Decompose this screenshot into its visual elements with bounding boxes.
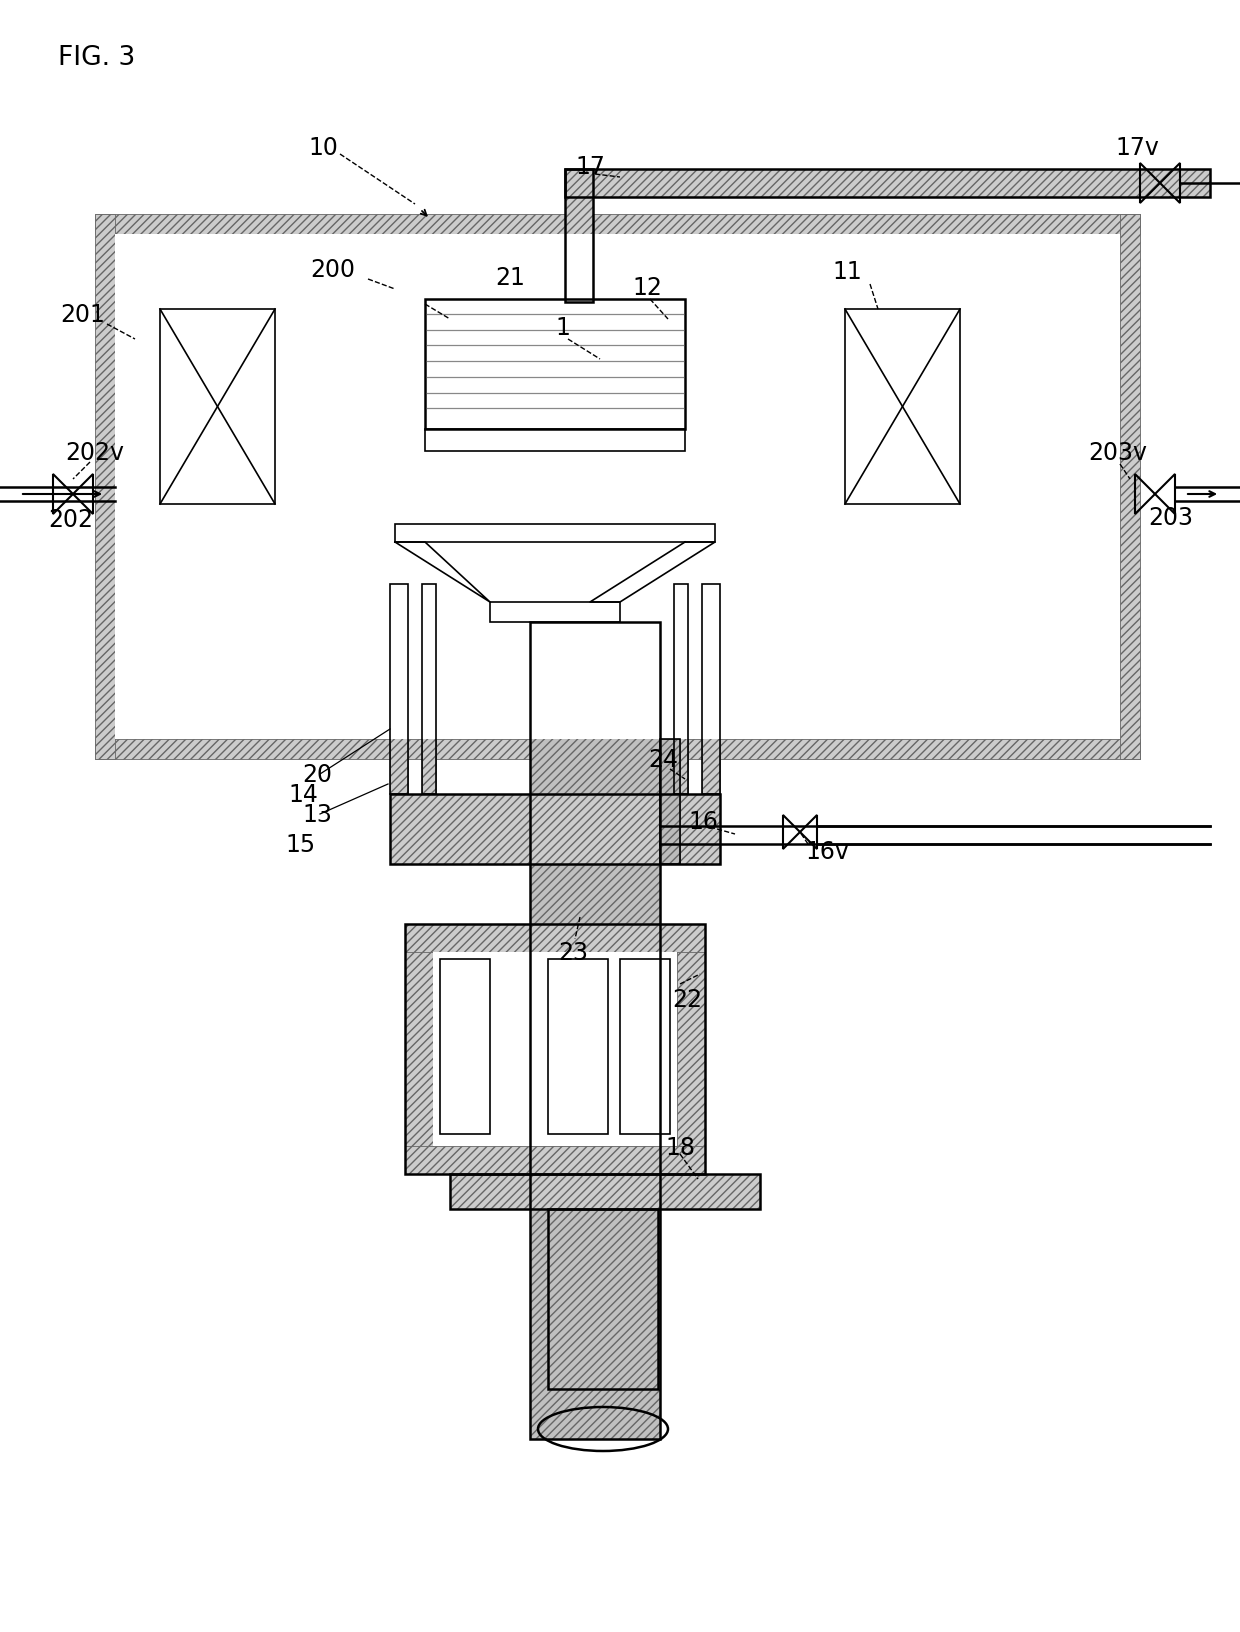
Bar [565,170,1210,197]
Text: 24: 24 [649,747,678,772]
Bar [95,739,1140,759]
Text: 21: 21 [495,266,525,290]
Text: 203: 203 [1148,506,1193,530]
Text: 18: 18 [665,1136,694,1159]
Polygon shape [396,543,490,602]
Bar [330,687,780,705]
Text: 202: 202 [48,508,93,532]
Text: 1: 1 [556,317,570,339]
Bar [490,602,620,623]
Bar [433,953,677,1146]
Bar [763,264,780,705]
Bar [396,524,715,543]
Polygon shape [590,543,715,602]
Bar [425,429,684,452]
Bar [425,429,684,452]
Bar [565,170,1210,197]
Text: 12: 12 [632,276,662,300]
Text: 16: 16 [688,809,718,834]
Bar [677,924,706,1175]
Bar [405,924,433,1175]
Bar [391,795,720,865]
Bar [391,795,720,865]
Bar [450,1175,760,1209]
Bar [660,739,680,865]
Bar [702,584,720,795]
Bar [422,584,436,795]
Text: 23: 23 [558,940,588,965]
Text: 22: 22 [672,987,702,1012]
Bar [160,310,275,504]
Bar [440,960,490,1134]
Text: 17v: 17v [1115,135,1159,160]
Bar [675,584,688,795]
Text: 14: 14 [288,782,317,806]
Text: 10: 10 [308,135,337,160]
Text: 17: 17 [575,155,605,180]
Bar [405,1146,706,1175]
Bar [391,584,408,795]
Bar [440,960,490,1134]
Bar [396,295,425,524]
Bar [620,960,670,1134]
Bar [95,215,1140,235]
Bar [565,170,593,304]
Bar [565,170,593,304]
Bar [405,924,706,1175]
Bar [391,584,408,795]
Text: FIG. 3: FIG. 3 [58,46,135,70]
Bar [548,1209,658,1389]
Bar [405,924,706,953]
Bar [548,1209,658,1389]
Bar [660,739,680,865]
Text: 13: 13 [303,803,332,826]
Bar [330,264,348,705]
Bar [844,310,960,504]
Bar [115,235,1120,739]
Bar [425,300,684,429]
Bar [95,215,115,759]
Bar [348,282,763,687]
Bar [684,295,715,524]
Bar [396,524,715,543]
Bar [675,584,688,795]
Bar [529,623,660,1439]
Bar [548,960,608,1134]
Bar [702,584,720,795]
Bar [529,623,660,1439]
Text: 203v: 203v [1087,441,1147,465]
Bar [450,1175,760,1209]
Bar [330,264,780,282]
Text: 20: 20 [303,762,332,787]
Bar [490,602,620,623]
Text: 16v: 16v [805,839,849,863]
Text: 15: 15 [285,832,315,857]
Text: 200: 200 [310,258,355,282]
Bar [620,960,670,1134]
Text: 11: 11 [832,259,862,284]
Bar [1120,215,1140,759]
Text: 201: 201 [60,304,105,326]
Bar [422,584,436,795]
Bar [548,960,608,1134]
Text: 202v: 202v [64,441,124,465]
